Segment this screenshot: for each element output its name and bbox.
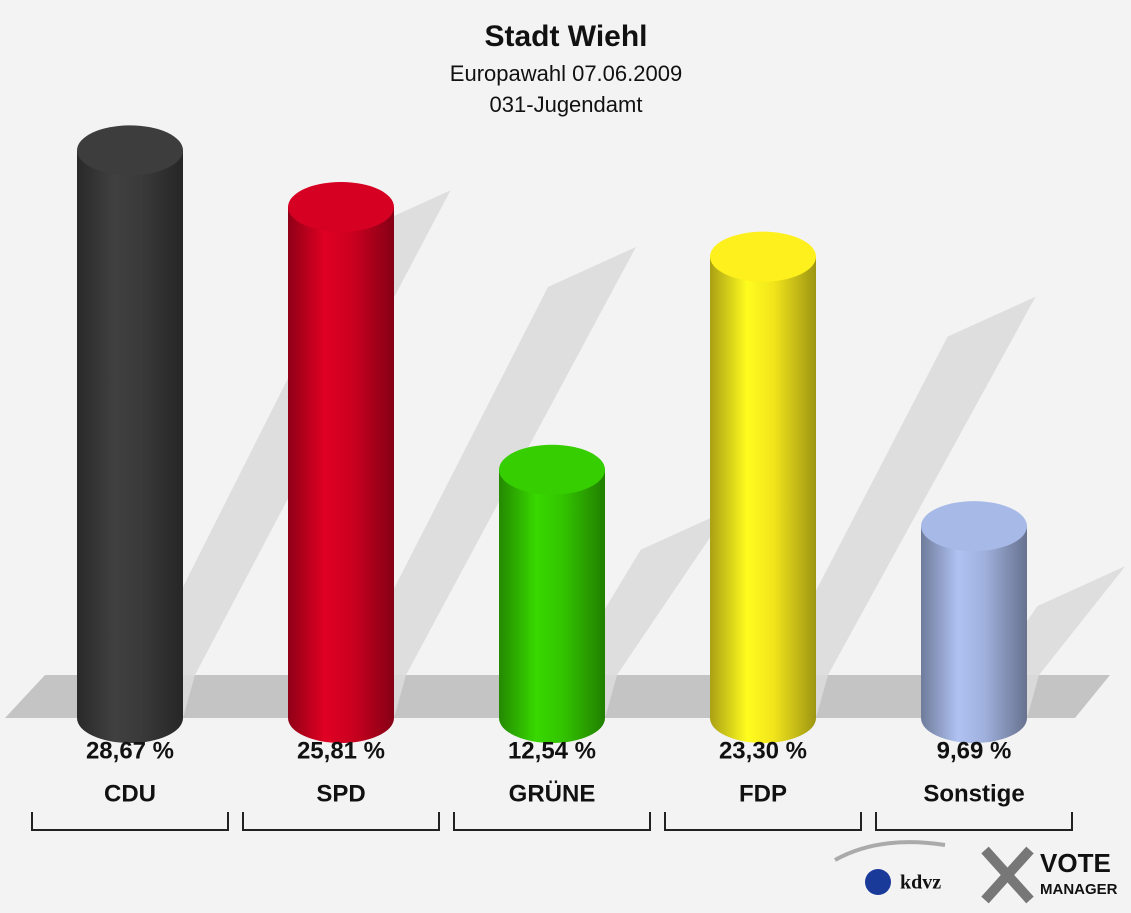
value-label: 25,81 % xyxy=(297,737,385,764)
bar-cap xyxy=(710,231,816,282)
logo-x xyxy=(981,846,1034,904)
bracket xyxy=(453,812,651,831)
bar xyxy=(288,206,394,718)
logo: kdvz VOTE MANAGER xyxy=(834,840,1118,904)
logo-swoosh xyxy=(834,840,946,862)
bar xyxy=(77,150,183,719)
bracket xyxy=(875,812,1073,831)
bar xyxy=(710,256,816,718)
logo-ball xyxy=(865,869,891,895)
bar-cap xyxy=(921,501,1027,552)
bar-cap xyxy=(499,444,605,495)
bar-cap xyxy=(288,181,394,232)
value-label: 12,54 % xyxy=(508,737,596,764)
bracket xyxy=(664,812,862,831)
logo-text: VOTE xyxy=(1040,848,1111,878)
value-label: 28,67 % xyxy=(86,737,174,764)
category-label: FDP xyxy=(739,780,787,807)
category-label: GRÜNE xyxy=(509,780,596,807)
bar-shadow xyxy=(750,296,1036,718)
category-label: SPD xyxy=(316,780,365,807)
bar xyxy=(499,469,605,718)
bar xyxy=(921,526,1027,718)
category-label: CDU xyxy=(104,780,156,807)
bracket xyxy=(242,812,440,831)
chart-title: Stadt Wiehl xyxy=(484,20,647,53)
category-label: Sonstige xyxy=(923,780,1024,807)
value-label: 23,30 % xyxy=(719,737,807,764)
bar-shadow xyxy=(328,246,636,718)
bar-cap xyxy=(77,125,183,176)
logo-text: MANAGER xyxy=(1040,881,1118,898)
chart-subtitle: 031-Jugendamt xyxy=(490,92,643,117)
chart-subtitle: Europawahl 07.06.2009 xyxy=(450,61,682,86)
value-label: 9,69 % xyxy=(937,737,1012,764)
bracket xyxy=(31,812,229,831)
logo-text: kdvz xyxy=(900,872,941,894)
